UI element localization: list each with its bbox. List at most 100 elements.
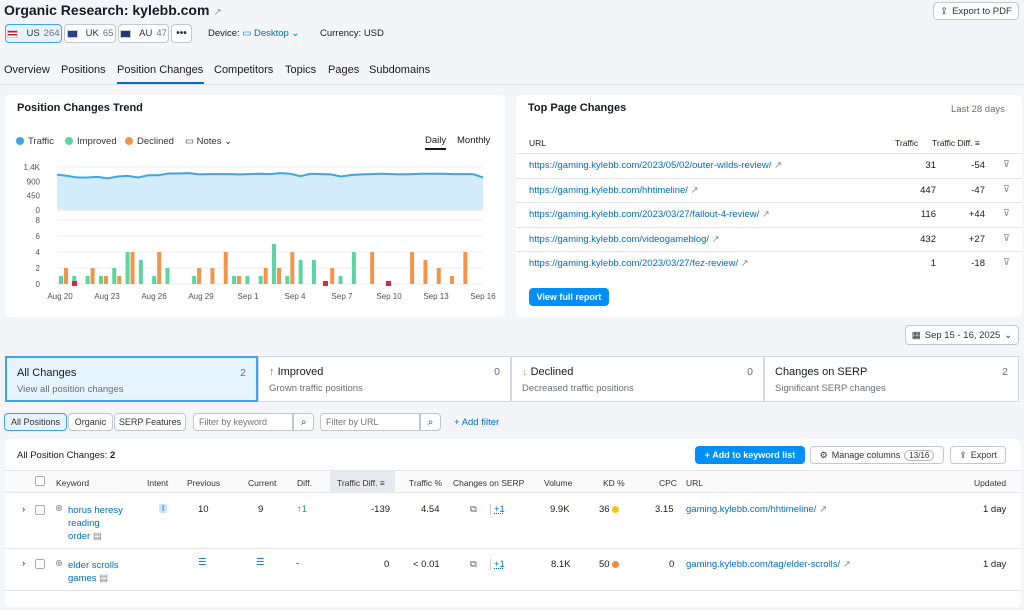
improved-bar <box>272 244 276 284</box>
top-page-url[interactable]: https://gaming.kylebb.com/2023/03/27/fez… <box>529 258 749 269</box>
tab-competitors[interactable]: Competitors <box>214 64 274 76</box>
top-page-url[interactable]: https://gaming.kylebb.com/2023/05/02/out… <box>529 160 782 171</box>
list-icon[interactable]: ☰ <box>198 557 207 568</box>
manage-columns-button[interactable]: ⚙ Manage columns 13/16 <box>810 446 944 464</box>
monthly-toggle[interactable]: Monthly <box>457 135 491 146</box>
top-pages-card <box>516 95 1022 317</box>
serp-change-link[interactable]: +1 <box>490 504 505 515</box>
database-us[interactable]: US 264 <box>5 24 62 43</box>
desktop-icon: ▭ <box>242 28 252 39</box>
col-kd[interactable]: KD % <box>603 478 625 488</box>
sort-icon: ≡ <box>974 138 980 148</box>
list-icon[interactable]: ☰ <box>256 557 265 568</box>
summary-serp[interactable]: Changes on SERP Significant SERP changes 2 <box>764 356 1019 402</box>
tab-overview[interactable]: Overview <box>4 64 50 76</box>
top-pages-period: Last 28 days <box>951 104 1005 115</box>
improved-bar <box>85 276 90 284</box>
improved-bar <box>112 268 117 284</box>
col-volume[interactable]: Volume <box>544 478 573 488</box>
col-previous[interactable]: Previous <box>187 478 221 488</box>
tab-positions[interactable]: Positions <box>61 64 106 76</box>
updated: 1 day <box>983 559 1007 570</box>
external-link-icon: ↗ <box>740 258 749 269</box>
summary-declined[interactable]: ↓ Declined Decreased traffic positions 0 <box>511 356 764 402</box>
export-pdf-button[interactable]: ⇪ Export to PDF <box>933 2 1019 20</box>
traffic-area <box>57 173 483 210</box>
url-link[interactable]: gaming.kylebb.com/tag/elder-scrolls/ ↗ <box>686 559 851 570</box>
url-link[interactable]: gaming.kylebb.com/hhtimeline/ ↗ <box>686 504 828 515</box>
keyword-link[interactable]: elder scrolls games ▤ <box>68 560 119 584</box>
add-filter-button[interactable]: + Add filter <box>454 417 500 428</box>
keyword-filter-input[interactable] <box>193 413 293 431</box>
filter-icon[interactable]: ⊽ <box>1003 183 1010 195</box>
filter-organic[interactable]: Organic <box>68 413 113 431</box>
search-icon[interactable]: ⌕ <box>420 413 441 431</box>
col-current[interactable]: Current <box>248 478 277 488</box>
filter-icon[interactable]: ⊽ <box>1003 232 1010 244</box>
legend-improved[interactable]: Improved <box>65 136 117 147</box>
tab-pages[interactable]: Pages <box>328 64 360 76</box>
improved-bar <box>59 276 63 284</box>
database-uk[interactable]: UK 65 <box>64 24 116 43</box>
col-intent[interactable]: Intent <box>147 478 169 488</box>
domain-link[interactable]: kylebb.com <box>132 2 210 18</box>
daily-toggle[interactable]: Daily <box>425 135 447 150</box>
notes-dropdown[interactable]: ▭ Notes ⌄ <box>185 136 233 147</box>
filter-icon[interactable]: ⊽ <box>1003 208 1010 219</box>
legend-declined[interactable]: Declined <box>125 136 174 147</box>
tabs-divider <box>0 84 1024 85</box>
top-page-url[interactable]: https://gaming.kylebb.com/videogameblog/… <box>529 233 720 245</box>
col-traffic-pct[interactable]: Traffic % <box>409 478 443 488</box>
col-cpc[interactable]: CPC <box>659 478 677 488</box>
add-keyword-icon[interactable]: ⊕ <box>55 503 63 514</box>
top-pages-col-diff[interactable]: Traffic Diff. ≡ <box>932 138 980 148</box>
tab-subdomains[interactable]: Subdomains <box>369 64 431 76</box>
view-full-report-button[interactable]: View full report <box>529 288 609 306</box>
serp-features-icon[interactable]: ⧉ <box>470 559 477 570</box>
filter-icon[interactable]: ⊽ <box>1003 159 1010 170</box>
declined-bar <box>370 252 375 284</box>
filter-serp-features[interactable]: SERP Features <box>114 413 186 431</box>
col-diff[interactable]: Diff. <box>297 478 312 488</box>
row-checkbox[interactable] <box>35 559 45 569</box>
date-range-picker[interactable]: ▦ Sep 15 - 16, 2025 ⌄ <box>905 325 1019 345</box>
x-tick-label: Aug 20 <box>47 292 73 301</box>
more-databases-button[interactable]: ••• <box>171 24 192 43</box>
y-tick-label: 0 <box>36 280 41 289</box>
search-icon[interactable]: ⌕ <box>293 413 314 431</box>
expand-row-icon[interactable]: › <box>22 558 26 569</box>
trend-title: Position Changes Trend <box>17 102 143 114</box>
col-updated[interactable]: Updated <box>974 478 1007 488</box>
serp-change-link[interactable]: +1 <box>490 559 505 570</box>
export-button[interactable]: ⇪ Export <box>950 446 1006 464</box>
legend-traffic[interactable]: Traffic <box>16 136 54 147</box>
serp-features-icon[interactable]: ⧉ <box>470 504 477 515</box>
chevron-down-icon: ⌄ <box>1004 329 1013 341</box>
active-tab-underline <box>117 82 204 84</box>
device-selector[interactable]: Device: ▭ Desktop ⌄ <box>208 28 300 39</box>
col-keyword[interactable]: Keyword <box>56 478 90 488</box>
add-keyword-icon[interactable]: ⊕ <box>55 558 63 569</box>
note-marker <box>72 281 77 286</box>
add-to-keyword-list-button[interactable]: + Add to keyword list <box>695 446 805 464</box>
summary-improved[interactable]: ↑ Improved Grown traffic positions 0 <box>258 356 511 402</box>
filter-icon[interactable]: ⊽ <box>1003 257 1010 268</box>
database-au[interactable]: AU 47 <box>118 24 169 43</box>
expand-row-icon[interactable]: › <box>22 504 26 515</box>
tab-topics[interactable]: Topics <box>285 64 317 76</box>
summary-all-changes[interactable]: All Changes View all position changes 2 <box>5 356 258 402</box>
y-tick-label: 8 <box>36 216 41 225</box>
external-link-icon[interactable]: ↗ <box>213 7 222 18</box>
row-checkbox[interactable] <box>35 505 45 515</box>
top-page-url[interactable]: https://gaming.kylebb.com/2023/03/27/fal… <box>529 209 770 220</box>
col-url[interactable]: URL <box>686 478 704 488</box>
col-changes-serp[interactable]: Changes on SERP <box>453 478 525 488</box>
col-traffic-diff[interactable]: Traffic Diff. ≡ <box>337 478 385 488</box>
select-all-checkbox[interactable] <box>35 476 45 486</box>
top-page-url[interactable]: https://gaming.kylebb.com/hhtimeline/ ↗ <box>529 184 699 196</box>
keyword-link[interactable]: horus heresy reading order ▤ <box>68 505 123 542</box>
filter-all-positions[interactable]: All Positions <box>4 413 67 431</box>
url-filter-input[interactable] <box>320 413 420 431</box>
top-page-row: https://gaming.kylebb.com/2023/03/27/fal… <box>516 202 1022 226</box>
tab-position-changes[interactable]: Position Changes <box>117 64 204 76</box>
